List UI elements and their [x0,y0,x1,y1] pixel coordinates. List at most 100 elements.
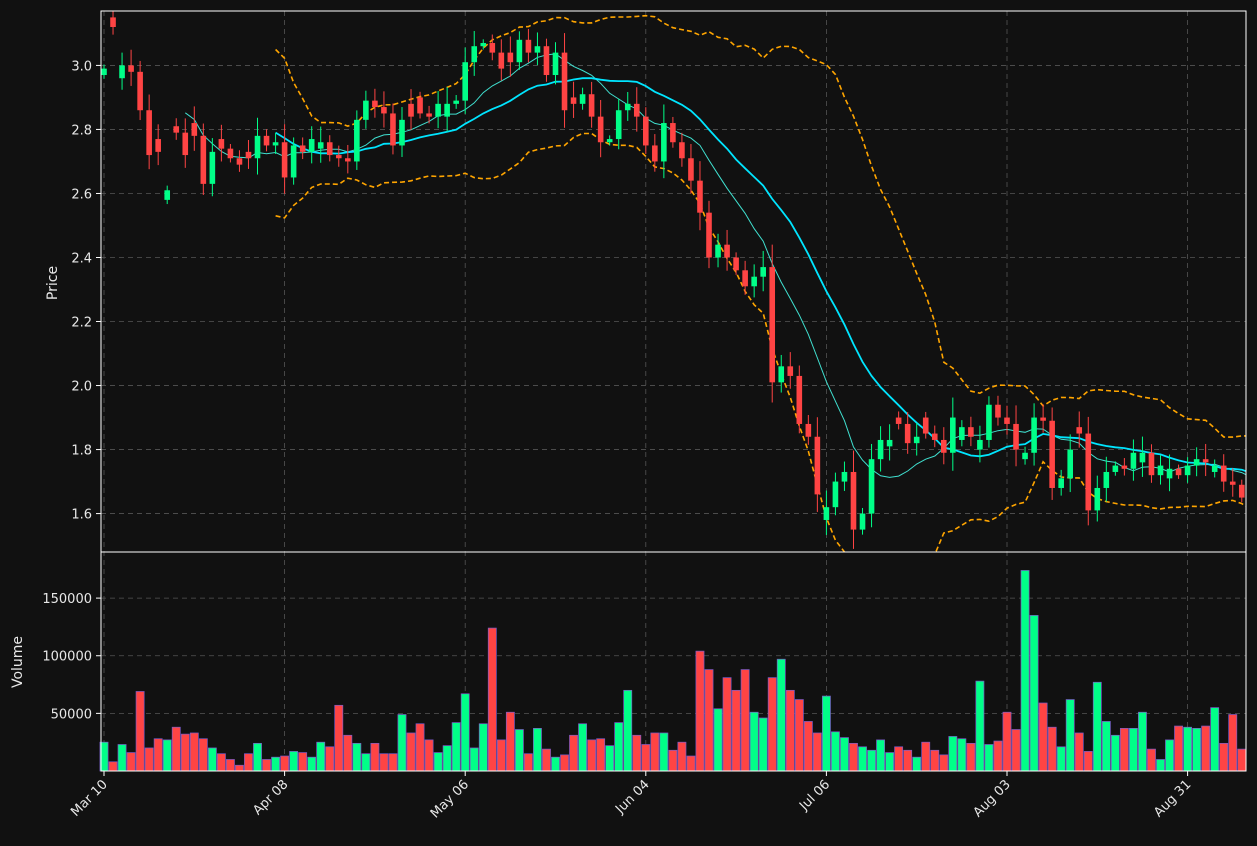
time-tick-label: Jul 06 [796,777,833,814]
candle-body [886,439,893,447]
volume-bar [605,745,615,772]
candle-body [787,366,794,376]
volume-bar [514,729,524,772]
volume-layer [99,570,1247,772]
volume-bar [569,734,578,772]
volume-bar [523,753,533,772]
grid-layer [101,11,1246,771]
volume-bar [334,704,344,772]
candle-body [606,139,613,143]
price-tick-label: 2.8 [71,123,92,138]
candle-body [164,190,171,200]
volume-bar [1047,726,1057,772]
candle-body [299,145,306,152]
volume-bar [903,749,913,772]
candle-body [724,244,730,258]
volume-bar [298,752,308,772]
volume-bar [1092,681,1102,772]
candle-body [272,142,279,146]
candle-body [317,142,324,149]
candle-body [128,65,134,72]
candle-layer [101,11,1245,549]
candle-body [480,43,487,47]
candle-body [534,46,541,53]
price-axis-label: Price [45,266,61,300]
volume-bar [984,744,994,772]
candle-body [408,103,414,117]
volume-bar [614,722,624,772]
volume-bar [1174,725,1183,772]
candle-body [290,145,297,178]
volume-bar [1065,699,1075,772]
price-tick-label: 1.6 [71,508,92,523]
candle-body [516,39,523,63]
candle-body [200,135,207,184]
volume-bar [731,689,741,772]
bollinger-lower-line [275,132,1246,552]
volume-axis-label: Volume [10,636,26,688]
candle-body [372,100,378,108]
candle-body [778,366,785,383]
volume-bar [1156,759,1165,772]
volume-bar [1020,570,1030,772]
candle-body [191,123,198,136]
volume-bar [840,737,849,772]
volume-bar [812,732,822,772]
volume-bar [993,740,1003,772]
candle-body [597,116,604,143]
volume-bar [939,754,949,772]
candle-body [1238,484,1245,498]
volume-panel-frame [100,551,1247,772]
price-tick-label: 2.0 [71,380,92,395]
volume-bar [740,669,750,772]
volume-bar [361,753,371,772]
candle-body [579,94,586,104]
candle-body [679,142,685,159]
volume-bar [505,711,515,772]
volume-bar [876,739,885,772]
volume-bar [542,748,551,772]
candle-body [263,135,270,146]
volume-bar [171,726,181,772]
candle-body [155,139,161,152]
volume-bar [216,753,226,772]
candle-body [345,158,351,162]
volume-bar [623,689,633,772]
volume-bar [1201,725,1211,772]
candle-body [995,404,1001,418]
candle-body [1085,433,1092,511]
candle-body [1229,481,1236,485]
volume-bar [226,759,235,772]
volume-bar [1119,728,1129,772]
volume-bar [496,739,506,772]
candle-body [832,481,839,508]
volume-bar [587,739,597,772]
candle-body [1049,420,1055,488]
volume-bar [451,722,461,772]
volume-bar [704,669,714,772]
volume-bar [912,756,922,772]
candle-body [101,68,107,76]
candle-body [444,103,450,117]
candle-body [1220,465,1227,482]
candle-body [1040,417,1046,421]
volume-bar [533,728,542,772]
candle-body [390,113,396,146]
candle-body [435,103,441,117]
time-tick-label: Apr 08 [250,777,291,818]
volume-bar [767,677,777,772]
candle-body [507,52,514,63]
candle-body [1166,468,1173,479]
candle-body [498,52,505,69]
candle-body [633,103,640,117]
candle-body [1121,465,1128,469]
candle-body [950,417,956,453]
candle-body [552,52,559,76]
volume-bar [271,756,280,772]
volume-bar [1038,702,1048,772]
candle-body [363,100,369,120]
volume-bar [1210,707,1220,772]
candle-body [173,126,180,133]
candle-body [670,123,676,143]
